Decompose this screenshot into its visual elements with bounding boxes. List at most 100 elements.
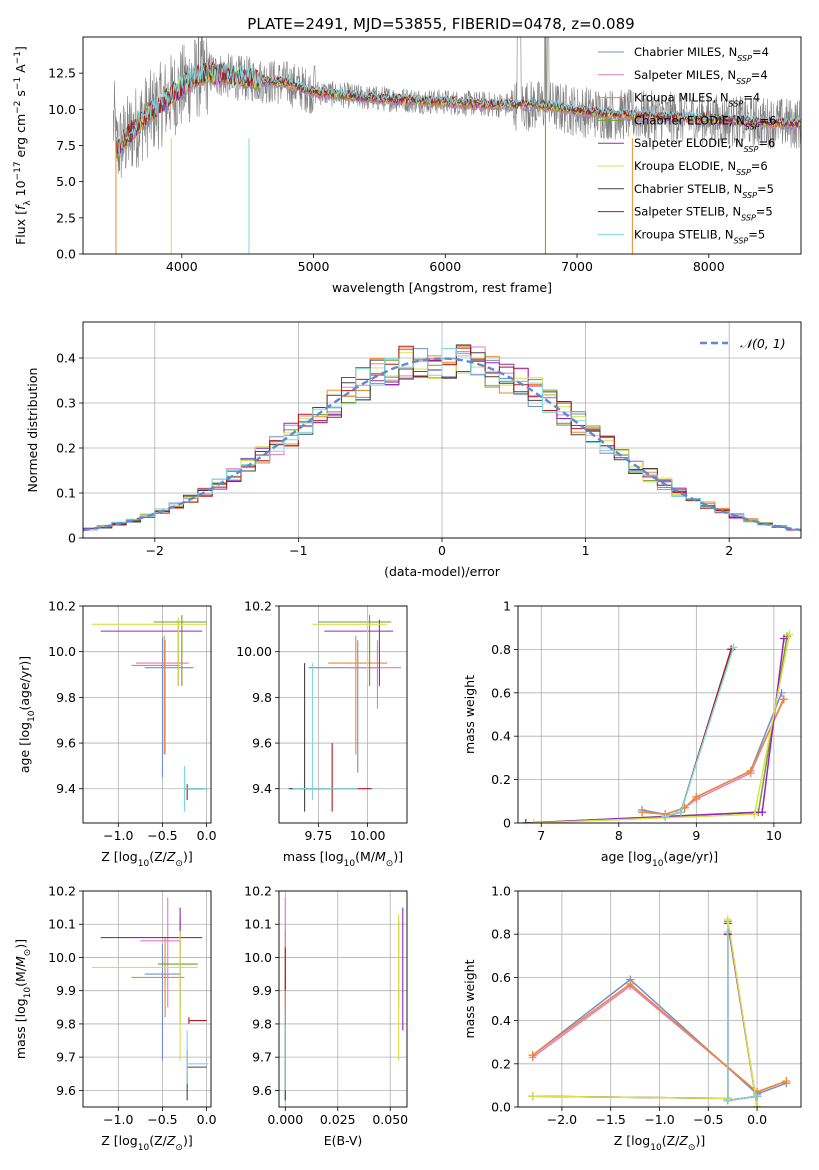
y-tick-label: 12.5 [48, 66, 76, 81]
x-tick-label: 5000 [298, 259, 330, 274]
weight-point-marker [729, 643, 738, 652]
observed-spectrum-line [113, 37, 801, 178]
y-tick-label: 0.4 [491, 729, 511, 744]
y-axis-label: Flux [fλ 10−17 erg cm−2 s−1 A−1] [13, 46, 33, 245]
model-spectrum-line [115, 62, 801, 158]
mass_vs_Z-panel: −1.0 −0.5 0.0 9.6 9.7 9.8 9.9 10.0 10.1 10.2 Z [lo… [13, 884, 217, 1154]
weight-point-marker [758, 808, 767, 817]
x-tick-label: 7000 [561, 259, 593, 274]
x-tick-label: −1.0 [644, 1112, 674, 1127]
figure-title: PLATE=2491, MJD=53855, FIBERID=0478, z=0… [247, 15, 634, 33]
x-tick-label: 2 [725, 543, 733, 558]
age_vs_Z-panel: −1.0 −0.5 0.0 9.4 9.6 9.8 10.0 10.2 Z [log10(Z/Z… [17, 599, 217, 870]
weight-point-marker [676, 808, 685, 817]
y-tick-label: 0.6 [491, 685, 511, 700]
legend-label: Chabrier STELIB, NSSP=5 [634, 182, 774, 200]
y-tick-label: 9.9 [252, 983, 272, 998]
axes-frame [82, 321, 802, 539]
weight-series-line [525, 636, 788, 823]
weight-series-line [642, 698, 785, 816]
weight_vs_age-panel: 7 8 9 10 0 0.2 0.4 0.6 0.8 1 age [log10(age/yr)] ma… [462, 599, 802, 869]
y-tick-label: 9.8 [56, 690, 76, 705]
axes-frame [278, 605, 408, 824]
y-tick-label: 0.3 [56, 396, 76, 411]
y-tick-label: 0.2 [56, 441, 76, 456]
y-tick-label: 7.5 [56, 138, 76, 153]
mass_vs_ebv-marks [284, 897, 404, 1101]
weight-point-marker [723, 1096, 732, 1105]
weight-point-marker [782, 1077, 791, 1086]
y-tick-label: 1 [503, 599, 511, 614]
x-tick-label: −0.5 [147, 828, 177, 843]
x-axis-label: Z [log10(Z/Z⊙)] [101, 1133, 192, 1153]
axes-frame [517, 890, 802, 1108]
legend-label: Chabrier ELODIE, NSSP=6 [634, 113, 776, 130]
y-tick-label: 9.4 [56, 781, 76, 796]
weight-point-marker [777, 688, 786, 697]
weight_vs_Z-panel: −2.0 −1.5 −1.0 −0.5 0.0 0.0 0.2 0.4 0.6 0.8 1.0 Z [… [462, 884, 802, 1153]
x-tick-label: 0.0 [197, 828, 217, 843]
weight-point-marker [692, 792, 701, 801]
y-tick-label: 10.2 [48, 884, 76, 899]
axes-frame [278, 890, 408, 1108]
x-tick-label: 0.050 [372, 1112, 408, 1127]
weight-point-marker [723, 928, 732, 937]
axes-frame [82, 605, 212, 824]
x-tick-label: 0.0 [747, 1112, 767, 1127]
model-spectrum-line [115, 60, 801, 154]
x-tick-label: −2 [146, 543, 164, 558]
weight-series-line [665, 649, 732, 818]
y-tick-label: 0.6 [491, 970, 511, 985]
y-tick-label: 0.4 [491, 1013, 511, 1028]
histogram-step-line [83, 348, 801, 531]
y-axis-label: Normed distribution [25, 368, 40, 493]
y-tick-label: 10.2 [48, 599, 76, 614]
mass_vs_Z-marks [91, 897, 209, 1101]
y-axis-label: mass weight [462, 959, 477, 1038]
weight-point-marker [753, 1103, 762, 1107]
y-tick-label: 10.0 [244, 950, 272, 965]
weight-point-marker [785, 630, 794, 639]
legend-label: Kroupa MILES, NSSP=4 [634, 91, 760, 109]
weight-point-marker [529, 819, 538, 823]
y-tick-label: 1.0 [491, 884, 511, 899]
x-axis-label: Z [log10(Z/Z⊙)] [101, 849, 192, 869]
legend-label: 𝒩(0, 1) [740, 336, 786, 351]
x-tick-label: 10 [766, 828, 782, 843]
y-tick-label: 9.6 [56, 736, 76, 751]
age_vs_mass-panel: 9.75 10.00 9.4 9.6 9.8 10.00 10.2 mass [log10(M… [236, 599, 408, 869]
weight-point-marker [626, 979, 635, 988]
spectrum-marks [113, 37, 801, 254]
y-tick-label: 9.6 [252, 736, 272, 751]
weight-series-line [532, 918, 758, 1107]
y-tick-label: 0.8 [491, 927, 511, 942]
weight-point-marker [723, 915, 732, 924]
y-tick-label: 10.00 [236, 644, 272, 659]
y-tick-label: 9.9 [56, 983, 76, 998]
axes-frame [82, 36, 802, 255]
y-tick-label: 0 [503, 816, 511, 831]
y-tick-label: 0 [68, 531, 76, 546]
legend-label: Salpeter ELODIE, NSSP=6 [634, 136, 775, 154]
y-tick-label: 0.0 [491, 1100, 511, 1115]
x-tick-label: 0.0 [197, 1112, 217, 1127]
y-tick-label: 9.8 [252, 1016, 272, 1031]
x-tick-label: −1.0 [103, 1112, 133, 1127]
weight-point-marker [661, 812, 670, 821]
y-tick-label: 10.2 [244, 884, 272, 899]
x-axis-label: wavelength [Angstrom, rest frame] [332, 280, 552, 295]
residuals-panel: −2 −1 0 1 2 0 0.1 0.2 0.3 0.4 (data-model)/error No… [25, 321, 802, 579]
y-tick-label: 10.2 [244, 599, 272, 614]
x-axis-label: (data-model)/error [384, 564, 501, 579]
y-tick-label: 0.2 [491, 772, 511, 787]
y-tick-label: 10.0 [48, 102, 76, 117]
x-tick-label: 0.000 [267, 1112, 303, 1127]
y-tick-label: 9.6 [56, 1083, 76, 1098]
y-tick-label: 9.6 [252, 1083, 272, 1098]
x-tick-label: 9 [692, 828, 700, 843]
y-tick-label: 0.4 [56, 351, 76, 366]
mass_vs_ebv-panel: 0.000 0.025 0.050 9.6 9.7 9.8 9.9 10.0 10.1 10.2 E… [244, 884, 408, 1149]
weight-series-line [532, 982, 787, 1093]
x-tick-label: −2.0 [547, 1112, 577, 1127]
